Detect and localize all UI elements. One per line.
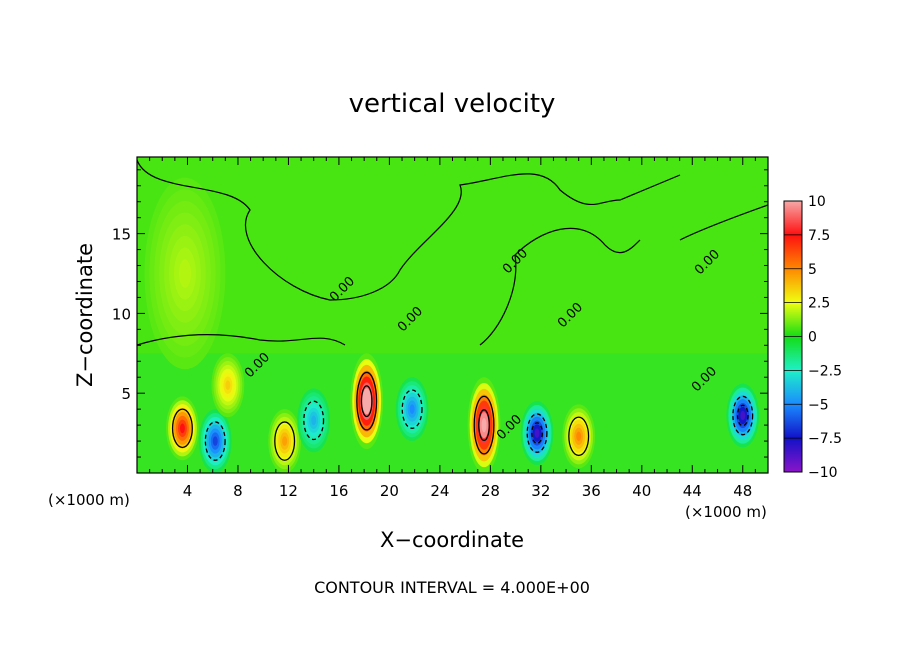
x-tick-label: 36: [582, 482, 601, 500]
contour-line: [473, 395, 495, 455]
colorbar-tick-label: −10: [808, 465, 838, 481]
x-tick-label: 16: [329, 482, 348, 500]
contour-line: [171, 408, 193, 449]
contour-interval-note: CONTOUR INTERVAL = 4.000E+00: [314, 578, 590, 597]
velocity-cell: [166, 396, 199, 461]
x-axis-label: X−coordinate: [380, 528, 524, 552]
contour-line: [478, 409, 490, 442]
colorbar-tick-label: 5: [808, 262, 817, 278]
contour-line: [531, 422, 543, 444]
colorbar-tick-label: 2.5: [808, 296, 830, 312]
zero-contour: [137, 204, 768, 346]
x-unit-right: (×1000 m): [685, 503, 767, 521]
contour-line: [356, 371, 378, 431]
velocity-cell: [268, 409, 302, 473]
x-tick-label: 8: [233, 482, 243, 500]
velocity-level: [282, 436, 288, 446]
colorbar: 10 7.5 5 2.5 0 −2.5 −5 −7.5 −10: [783, 194, 842, 481]
x-tick-label: 48: [733, 482, 752, 500]
x-tick-label: 28: [481, 482, 500, 500]
chart-title: vertical velocity: [349, 89, 556, 119]
contour-line: [732, 395, 754, 436]
x-tick-label: 20: [380, 482, 399, 500]
x-tick-label: 32: [531, 482, 550, 500]
colorbar-tick-label: −7.5: [808, 431, 842, 447]
velocity-cell: [467, 377, 501, 473]
velocity-level: [481, 417, 487, 433]
contour-line: [274, 421, 296, 461]
y-tick-label: 10: [112, 305, 131, 323]
contour-line: [360, 385, 373, 418]
velocity-field: [137, 157, 768, 473]
y-tick-label: 15: [112, 226, 131, 244]
velocity-level: [179, 423, 185, 434]
x-tick-label: 44: [683, 482, 702, 500]
velocity-level: [225, 380, 231, 391]
velocity-level: [740, 410, 746, 421]
contour-line: [204, 421, 226, 461]
velocity-cell: [144, 177, 226, 370]
velocity-level: [212, 436, 218, 446]
velocity-level: [534, 428, 540, 438]
x-tick-label: 12: [279, 482, 298, 500]
colorbar-tick-label: 7.5: [808, 228, 830, 244]
y-tick-label: 5: [121, 385, 131, 403]
contour-line: [303, 400, 325, 441]
velocity-level: [576, 431, 582, 442]
field-background: [137, 157, 768, 473]
velocity-level: [178, 259, 192, 288]
x-axis-ticks: 4 8 12 16 20 24 28 32 36 40 44 48: [149, 157, 756, 500]
velocity-cell: [562, 404, 596, 469]
contour-line: [568, 416, 590, 457]
zero-contour: [137, 159, 681, 301]
x-tick-label: 40: [632, 482, 651, 500]
y-axis-label: Z−coordinate: [73, 243, 97, 387]
colorbar-tick-label: −2.5: [808, 363, 842, 379]
velocity-cell: [211, 353, 245, 418]
velocity-cell: [726, 383, 760, 448]
x-unit-left: (×1000 m): [48, 491, 130, 509]
x-tick-label: 4: [183, 482, 193, 500]
velocity-level: [311, 415, 317, 426]
velocity-level: [364, 394, 370, 409]
contour-line: [736, 404, 749, 427]
colorbar-tick-label: −5: [808, 397, 829, 413]
contour-line: [401, 389, 423, 429]
colorbar-tick-label: 0: [808, 330, 817, 346]
velocity-level: [409, 404, 415, 414]
x-tick-label: 24: [430, 482, 449, 500]
velocity-cell: [350, 353, 384, 450]
velocity-cell: [198, 409, 232, 473]
velocity-cell: [520, 401, 554, 466]
y-axis-ticks: 5 10 15: [112, 169, 768, 458]
velocity-cell: [395, 377, 429, 442]
velocity-cell: [297, 388, 331, 453]
colorbar-tick-label: 10: [808, 194, 826, 210]
contour-line: [526, 413, 548, 453]
